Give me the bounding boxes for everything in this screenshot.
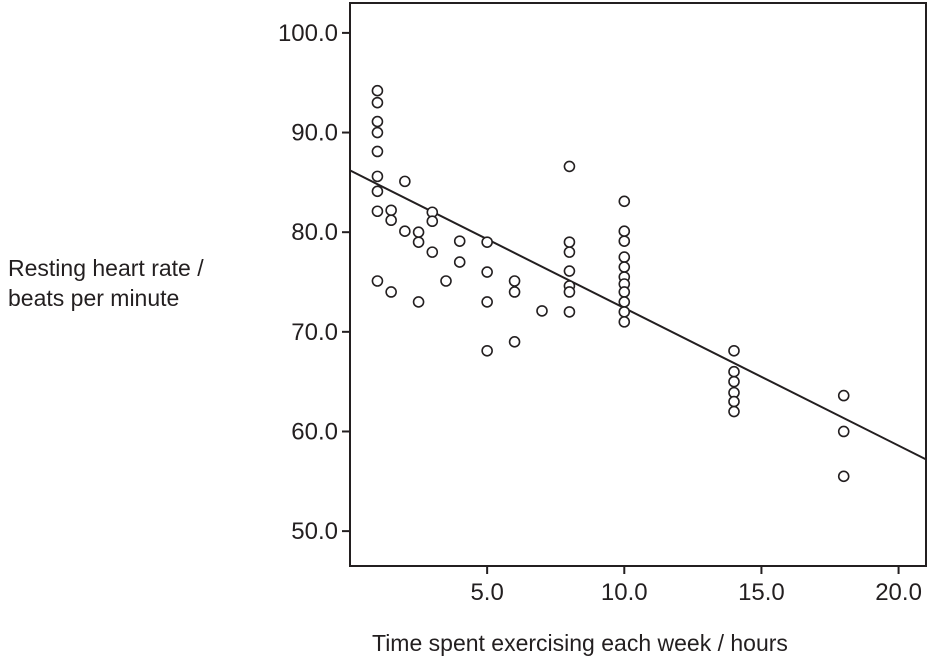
data-point [385, 214, 397, 227]
data-point [399, 225, 411, 237]
data-point [563, 265, 576, 277]
data-point [563, 286, 576, 298]
data-point [481, 236, 493, 248]
data-point [371, 126, 384, 139]
y-tick-label: 60.0 [291, 418, 338, 445]
data-point [618, 306, 631, 318]
y-tick-label: 80.0 [291, 219, 338, 246]
data-point [481, 344, 493, 357]
y-axis-title-line-2: beats per minute [8, 285, 180, 311]
data-point [618, 316, 631, 328]
data-point [371, 96, 384, 109]
data-point [481, 266, 493, 278]
data-point [728, 365, 740, 378]
data-point [371, 205, 384, 218]
data-point [536, 305, 548, 317]
data-point [385, 204, 397, 217]
data-point [399, 175, 411, 188]
y-tick-label: 100.0 [278, 20, 338, 47]
data-point [412, 226, 425, 238]
data-point [618, 261, 631, 273]
x-tick-label: 10.0 [601, 579, 648, 606]
y-tick-label: 90.0 [291, 120, 338, 147]
data-point [563, 236, 576, 248]
x-tick-label: 5.0 [470, 579, 503, 606]
data-point [618, 286, 631, 298]
data-point [508, 275, 521, 287]
data-point [837, 389, 850, 402]
data-point [508, 335, 521, 348]
data-point [426, 246, 439, 258]
data-point [453, 256, 466, 268]
regression-line [349, 169, 927, 461]
y-tick-label: 50.0 [291, 518, 338, 545]
data-point [481, 296, 493, 308]
data-point [837, 470, 850, 483]
data-point [728, 395, 740, 408]
y-tick-label: 70.0 [291, 319, 338, 346]
x-axis-title: Time spent exercising each week / hours [372, 630, 788, 656]
data-point [563, 160, 576, 173]
data-point [412, 236, 425, 248]
data-point [371, 275, 384, 287]
data-point [728, 344, 740, 357]
data-point [371, 84, 384, 97]
x-tick-label: 15.0 [738, 579, 785, 606]
data-point [618, 251, 631, 263]
data-point [728, 405, 740, 418]
data-point [440, 275, 452, 287]
data-point [618, 195, 631, 208]
x-tick-label: 20.0 [875, 579, 922, 606]
y-axis-title-line-1: Resting heart rate / [8, 255, 204, 281]
data-point [837, 425, 850, 438]
data-point [371, 145, 384, 158]
data-point [426, 215, 439, 228]
y-axis-ticks: 50.0 60.0 70.0 80.0 90.0 100.0 [278, 20, 350, 545]
data-point [563, 306, 576, 318]
data-point [371, 170, 384, 183]
data-point [563, 246, 576, 258]
data-points [371, 84, 850, 483]
data-point [508, 286, 521, 298]
data-point [618, 296, 631, 308]
data-point [728, 375, 740, 388]
data-point [412, 296, 425, 308]
data-point [618, 235, 631, 247]
data-point [371, 115, 384, 128]
data-point [385, 286, 397, 298]
data-point [371, 185, 384, 198]
data-point [453, 235, 466, 247]
x-axis-ticks: 5.0 10.0 15.0 20.0 [470, 566, 922, 606]
y-axis-title: Resting heart rate / beats per minute [8, 253, 204, 313]
plot-area-frame [349, 2, 927, 567]
data-point [618, 225, 631, 237]
